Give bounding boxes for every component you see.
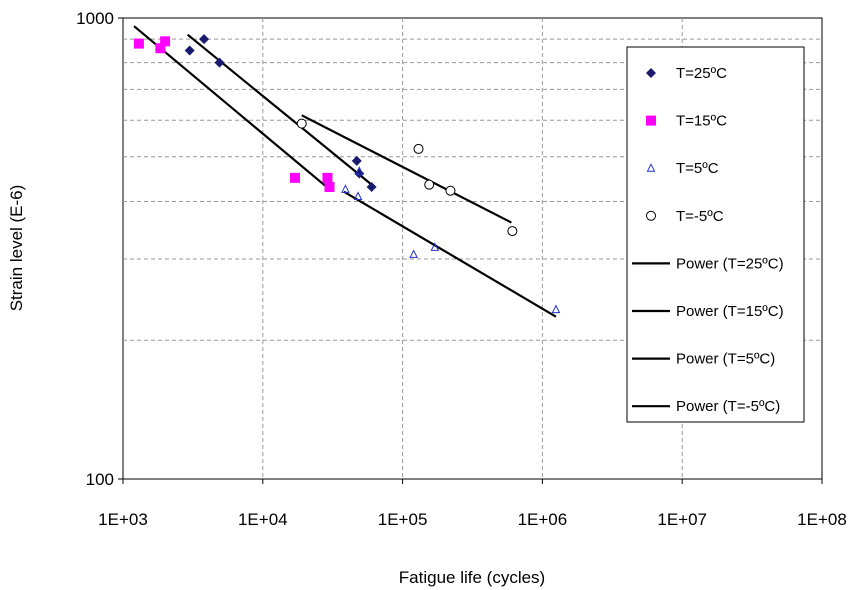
data-point bbox=[446, 186, 455, 195]
x-tick-label: 1E+03 bbox=[98, 510, 148, 529]
legend-label: Power (T=25ºC) bbox=[676, 255, 784, 272]
legend-label: T=5ºC bbox=[676, 160, 719, 177]
data-point bbox=[160, 36, 170, 46]
legend-label: Power (T=-5ºC) bbox=[676, 398, 780, 415]
x-tick-label: 1E+07 bbox=[657, 510, 707, 529]
data-point bbox=[322, 173, 332, 183]
legend: T=25ºC T=15ºC T=5ºC T=-5ºC Power (T=25ºC) Pow… bbox=[627, 47, 804, 422]
x-axis-label: Fatigue life (cycles) bbox=[399, 568, 545, 587]
data-point bbox=[325, 182, 335, 192]
legend-label: Power (T=15ºC) bbox=[676, 303, 784, 320]
legend-marker bbox=[647, 211, 656, 220]
x-tick-label: 1E+06 bbox=[518, 510, 568, 529]
y-tick-label: 100 bbox=[86, 470, 114, 489]
data-point bbox=[134, 39, 144, 49]
legend-marker bbox=[646, 116, 656, 126]
x-tick-label: 1E+08 bbox=[797, 510, 847, 529]
data-point bbox=[508, 227, 517, 236]
data-point bbox=[425, 180, 434, 189]
x-tick-label: 1E+04 bbox=[238, 510, 288, 529]
data-point bbox=[414, 144, 423, 153]
y-tick-label: 1000 bbox=[76, 9, 114, 28]
legend-label: Power (T=5ºC) bbox=[676, 351, 775, 368]
legend-label: T=-5ºC bbox=[676, 208, 724, 225]
data-point bbox=[290, 173, 300, 183]
legend-label: T=15ºC bbox=[676, 113, 727, 130]
legend-label: T=25ºC bbox=[676, 65, 727, 82]
data-point bbox=[297, 119, 306, 128]
y-axis-label: Strain level (E-6) bbox=[7, 185, 26, 312]
x-tick-label: 1E+05 bbox=[378, 510, 428, 529]
